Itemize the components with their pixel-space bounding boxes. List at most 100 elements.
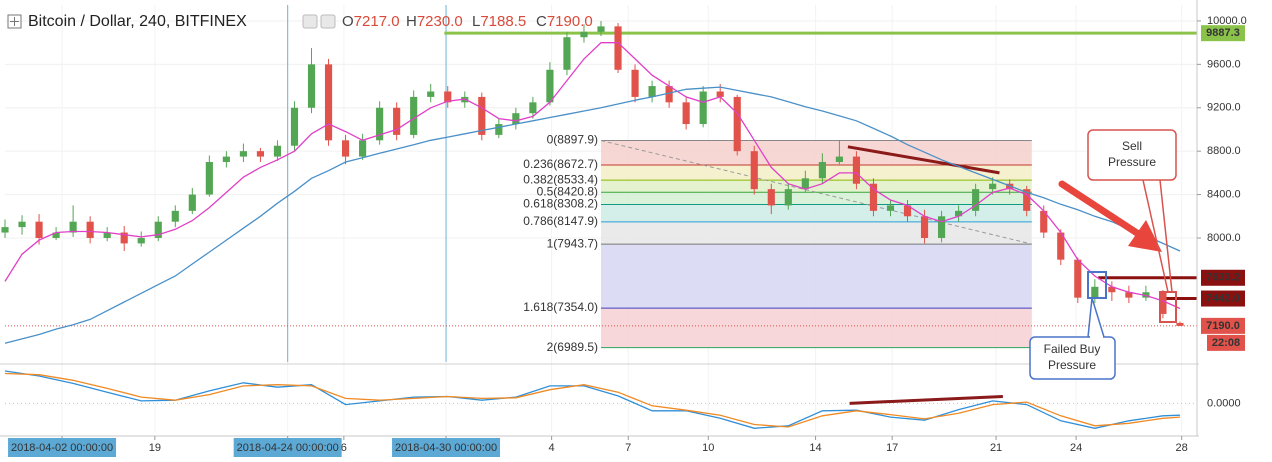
x-tick-label: 21 — [990, 442, 1002, 454]
candle-body — [103, 232, 111, 238]
fib-label: 1(7943.7) — [547, 236, 598, 250]
ohlc-key: C — [536, 13, 547, 30]
candle-body — [120, 232, 128, 244]
candle-body — [495, 124, 503, 135]
price-tag — [1201, 317, 1245, 334]
annotation-box — [1087, 129, 1177, 181]
candle-body — [273, 145, 282, 157]
x-tick-highlight — [392, 438, 501, 457]
price-tag-label: 7190.0 — [1206, 320, 1240, 332]
x-tick-label: 28 — [1176, 442, 1188, 454]
x-tick-label: 10 — [702, 442, 714, 454]
candle-body — [784, 189, 792, 206]
fib-label: 1.618(7354.0) — [523, 300, 598, 314]
candle-body — [1091, 286, 1099, 298]
candle-body — [767, 189, 775, 206]
y-tick-label: 8800.0 — [1207, 145, 1241, 157]
fib-band — [601, 140, 1032, 165]
y-tick-label: 9600.0 — [1207, 58, 1241, 70]
price-tag — [1201, 269, 1245, 286]
candle-body — [750, 151, 758, 190]
candle-body — [1, 227, 9, 233]
trendline — [847, 145, 1000, 175]
candle-body — [1074, 259, 1082, 298]
candle-body — [154, 221, 162, 238]
trendline — [600, 140, 1032, 245]
x-tick-label: 24 — [1070, 442, 1082, 454]
x-tick-label: 6 — [341, 442, 347, 454]
callout-line — [1142, 179, 1169, 293]
x-tick-label: 4 — [549, 442, 555, 454]
fib-band — [601, 192, 1032, 205]
candle-body — [1108, 286, 1116, 293]
candle-body — [972, 189, 980, 211]
ohlc-high: H7230.0 — [406, 13, 463, 30]
ohlc-key: O — [342, 13, 354, 30]
candle-body — [1159, 292, 1167, 314]
price-tag-label: 7442.0 — [1206, 292, 1240, 304]
candle-body — [852, 156, 861, 184]
ohlc-value: 7217.0 — [354, 13, 400, 30]
candle-body — [682, 102, 690, 125]
annotation-box — [1029, 336, 1116, 380]
candle-body — [18, 221, 26, 228]
candle-body — [35, 221, 43, 238]
annotation-text: Pressure — [1048, 358, 1096, 372]
candle-body — [699, 91, 707, 125]
macd-line — [4, 370, 1181, 429]
candle-body — [359, 140, 367, 157]
candle-body — [69, 221, 77, 233]
candle-body — [597, 26, 605, 32]
fib-label: 0.382(8533.4) — [523, 172, 598, 186]
candle-body — [427, 91, 435, 97]
fib-label: 0.618(8308.2) — [523, 197, 598, 211]
candle-body — [546, 69, 554, 103]
candle-body — [256, 151, 265, 157]
x-tick-label: 7 — [625, 442, 631, 454]
arrow-head — [1128, 220, 1162, 252]
ohlc-value: 7188.5 — [480, 13, 526, 30]
ohlc-key: L — [472, 13, 480, 30]
candle-body — [478, 96, 486, 135]
fib-label: 2(6989.5) — [547, 340, 598, 354]
candle-body — [1125, 292, 1133, 298]
x-tick-label: 2018-04-24 00:00:00 — [237, 442, 339, 454]
x-tick-label: 2018-04-30 00:00:00 — [395, 442, 497, 454]
settings-icon[interactable] — [320, 14, 336, 29]
chart-title: Bitcoin / Dollar, 240, BITFINEX — [28, 13, 247, 30]
candle-body — [648, 86, 656, 97]
x-tick-label: 2018-04-02 00:00:00 — [11, 442, 113, 454]
candle-body — [801, 178, 809, 190]
candle-body — [341, 140, 350, 157]
candle-body — [137, 237, 145, 244]
menu-icon[interactable] — [7, 14, 22, 29]
macd-line — [4, 372, 1181, 428]
candle-body — [818, 162, 826, 179]
candle-body — [239, 151, 247, 157]
candle-body — [614, 26, 622, 70]
y-tick-label: 8000.0 — [1207, 232, 1241, 244]
candle-body — [52, 232, 60, 238]
fib-label: 0(8897.9) — [547, 133, 598, 147]
candle-body — [410, 96, 418, 135]
candle-body — [324, 64, 333, 141]
x-tick-label: 19 — [149, 442, 161, 454]
overlay-layer: Bitcoin / Dollar, 240, BITFINEX O7217.0 … — [7, 13, 1177, 380]
countdown: 22:08 — [1212, 337, 1240, 349]
countdown-tag — [1207, 334, 1245, 351]
fib-band — [601, 221, 1032, 245]
candle-body — [733, 96, 741, 152]
candle-body — [580, 31, 588, 38]
price-tag-label: 7633.2 — [1206, 272, 1240, 284]
price-tag-label: 9887.3 — [1206, 27, 1240, 39]
candle-body — [171, 210, 179, 222]
annotation-text: Sell — [1122, 139, 1142, 153]
moving-average — [4, 86, 1181, 344]
ohlc-low: L7188.5 — [472, 13, 526, 30]
price-tag — [1201, 25, 1245, 42]
fib-band — [601, 164, 1032, 181]
settings-icon[interactable] — [302, 14, 318, 29]
y-tick-label: 0.0000 — [1207, 397, 1241, 409]
candle-body — [665, 86, 673, 103]
